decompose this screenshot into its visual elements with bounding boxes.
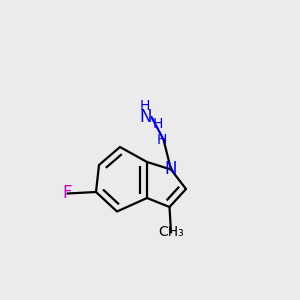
- Text: F: F: [63, 184, 72, 202]
- Text: H: H: [153, 117, 164, 131]
- Text: N: N: [165, 160, 177, 178]
- Text: H: H: [140, 98, 150, 112]
- Text: CH₃: CH₃: [158, 226, 184, 239]
- Text: H: H: [157, 133, 167, 146]
- Text: N: N: [139, 108, 152, 126]
